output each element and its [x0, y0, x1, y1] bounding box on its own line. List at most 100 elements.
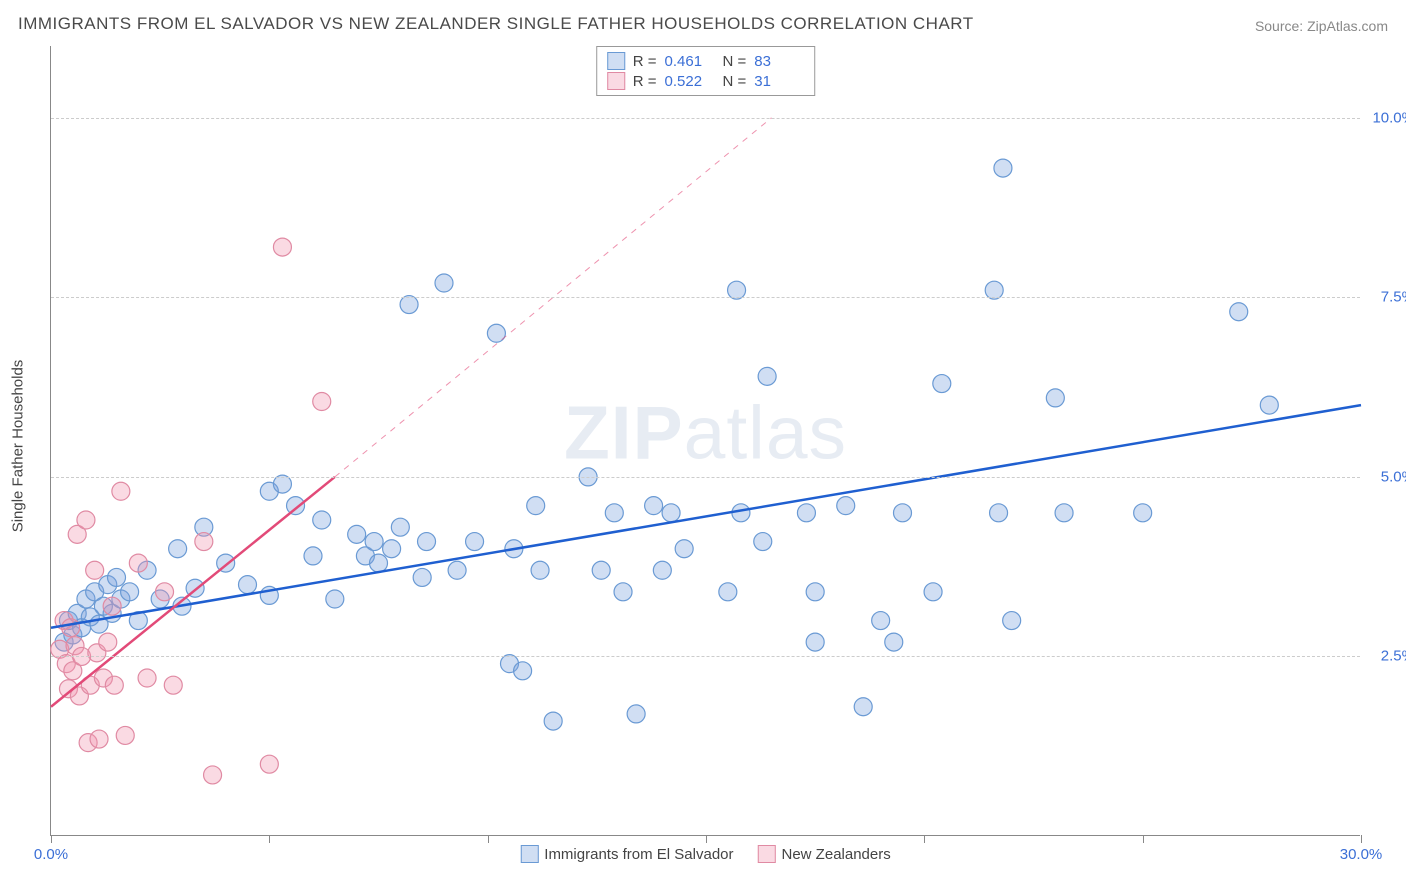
legend-item: New Zealanders [758, 845, 891, 863]
data-point [466, 533, 484, 551]
data-point [77, 511, 95, 529]
data-point [195, 533, 213, 551]
data-point [614, 583, 632, 601]
data-point [837, 497, 855, 515]
data-point [653, 561, 671, 579]
gridline [51, 118, 1360, 119]
data-point [527, 497, 545, 515]
legend-swatch [758, 845, 776, 863]
x-tick [488, 835, 489, 843]
x-tick [706, 835, 707, 843]
data-point [86, 561, 104, 579]
data-point [156, 583, 174, 601]
data-point [592, 561, 610, 579]
data-point [304, 547, 322, 565]
data-point [260, 755, 278, 773]
data-point [112, 482, 130, 500]
legend-r-label: R = [633, 73, 657, 90]
data-point [933, 375, 951, 393]
x-tick-label: 30.0% [1340, 846, 1383, 863]
legend-n-label: N = [723, 53, 747, 70]
y-axis-label: Single Father Households [10, 360, 27, 533]
data-point [732, 504, 750, 522]
data-point [164, 676, 182, 694]
data-point [121, 583, 139, 601]
data-point [544, 712, 562, 730]
x-tick [269, 835, 270, 843]
source-label: Source: ZipAtlas.com [1255, 18, 1388, 34]
legend-label: Immigrants from El Salvador [544, 846, 733, 863]
legend-row: R = 0.461 N = 83 [607, 51, 805, 71]
data-point [365, 533, 383, 551]
data-point [1055, 504, 1073, 522]
chart-title: IMMIGRANTS FROM EL SALVADOR VS NEW ZEALA… [18, 14, 974, 34]
data-point [719, 583, 737, 601]
data-point [413, 568, 431, 586]
gridline [51, 477, 1360, 478]
x-tick [1143, 835, 1144, 843]
y-tick-label: 7.5% [1365, 289, 1406, 306]
data-point [169, 540, 187, 558]
legend-item: Immigrants from El Salvador [520, 845, 733, 863]
data-point [287, 497, 305, 515]
data-point [204, 766, 222, 784]
x-tick [51, 835, 52, 843]
data-point [924, 583, 942, 601]
data-point [108, 568, 126, 586]
data-point [531, 561, 549, 579]
data-point [138, 669, 156, 687]
data-point [662, 504, 680, 522]
data-point [627, 705, 645, 723]
x-tick [1361, 835, 1362, 843]
legend-series: Immigrants from El Salvador New Zealander… [520, 845, 890, 863]
legend-r-label: R = [633, 53, 657, 70]
data-point [872, 612, 890, 630]
data-point [758, 367, 776, 385]
legend-label: New Zealanders [782, 846, 891, 863]
data-point [313, 393, 331, 411]
y-tick-label: 10.0% [1365, 109, 1406, 126]
legend-r-value: 0.522 [665, 73, 715, 90]
y-tick-label: 5.0% [1365, 468, 1406, 485]
legend-swatch [520, 845, 538, 863]
data-point [326, 590, 344, 608]
data-point [391, 518, 409, 536]
gridline [51, 656, 1360, 657]
data-point [383, 540, 401, 558]
data-point [105, 676, 123, 694]
data-point [806, 583, 824, 601]
legend-n-value: 83 [754, 53, 804, 70]
trend-line [51, 405, 1361, 628]
x-tick [924, 835, 925, 843]
plot-area: ZIPatlas R =0.461N =83R =0.522N =31 Immi… [50, 46, 1360, 836]
data-point [854, 698, 872, 716]
data-point [370, 554, 388, 572]
gridline [51, 297, 1360, 298]
data-point [885, 633, 903, 651]
data-point [448, 561, 466, 579]
data-point [605, 504, 623, 522]
data-point [806, 633, 824, 651]
data-point [990, 504, 1008, 522]
y-tick-label: 2.5% [1365, 648, 1406, 665]
data-point [1003, 612, 1021, 630]
data-point [116, 726, 134, 744]
data-point [514, 662, 532, 680]
legend-row: R =0.522N =31 [607, 71, 805, 91]
chart-svg [51, 46, 1360, 835]
data-point [1260, 396, 1278, 414]
data-point [994, 159, 1012, 177]
data-point [273, 238, 291, 256]
data-point [1046, 389, 1064, 407]
legend-correlation: R =0.461N =83R =0.522N =31 [596, 46, 816, 96]
data-point [1134, 504, 1152, 522]
data-point [797, 504, 815, 522]
data-point [103, 597, 121, 615]
legend-r-value: 0.461 [665, 53, 715, 70]
legend-n-label: N = [723, 73, 747, 90]
data-point [675, 540, 693, 558]
data-point [418, 533, 436, 551]
data-point [487, 324, 505, 342]
data-point [894, 504, 912, 522]
legend-swatch [607, 72, 625, 90]
